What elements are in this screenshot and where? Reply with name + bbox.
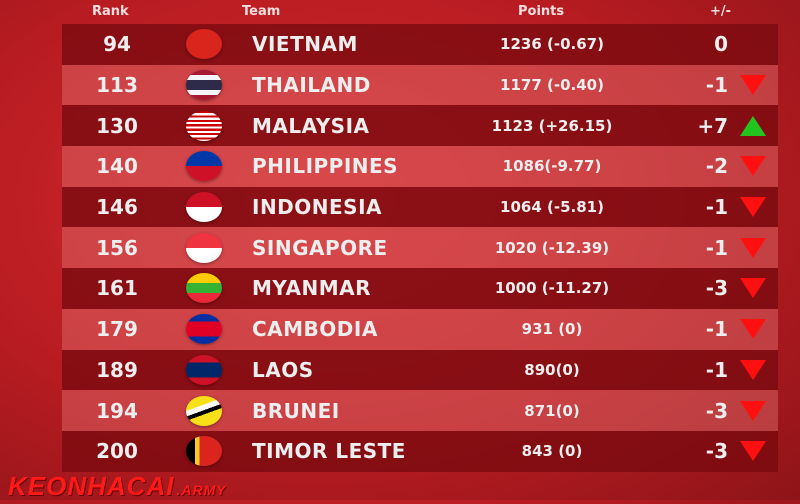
- cambodia-flag-icon: [186, 314, 222, 345]
- trend-up-icon: [740, 115, 766, 136]
- team-name: PHILIPPINES: [252, 154, 399, 179]
- malaysia-flag-icon: [186, 110, 222, 141]
- indonesia-flag-icon: [186, 192, 222, 223]
- points: 1000 (-11.27): [494, 279, 610, 298]
- table-row: 194 BRUNEI 871(0) -3: [62, 390, 778, 431]
- rank-change: -1: [705, 357, 728, 382]
- header-team: Team: [242, 4, 281, 19]
- table-row: 161 MYANMAR 1000 (-11.27) -3: [62, 268, 778, 309]
- rank: 130: [96, 113, 138, 138]
- trend-down-icon: [740, 441, 766, 462]
- team-name: MYANMAR: [252, 276, 371, 301]
- team-name: MALAYSIA: [252, 113, 370, 138]
- table-row: 94 VIETNAM 1236 (-0.67) 0: [62, 24, 778, 65]
- rank-change: -1: [705, 73, 728, 98]
- watermark-logo: KEONHACAI .ARMY: [8, 472, 227, 500]
- singapore-flag-icon: [186, 232, 222, 263]
- myanmar-flag-icon: [186, 273, 222, 304]
- timor-leste-flag-icon: [186, 436, 222, 467]
- rank: 146: [96, 195, 138, 220]
- rank: 189: [96, 357, 138, 382]
- trend-down-icon: [740, 278, 766, 299]
- rank: 156: [96, 235, 138, 260]
- rank-change: -2: [705, 154, 728, 179]
- rank: 200: [96, 439, 138, 464]
- trend-down-icon: [740, 319, 766, 340]
- logo-text: KEONHACAI: [8, 471, 175, 501]
- table-row: 156 SINGAPORE 1020 (-12.39) -1: [62, 227, 778, 269]
- points: 1064 (-5.81): [500, 198, 604, 217]
- rank-change: -3: [705, 439, 728, 464]
- rank: 161: [96, 276, 138, 301]
- trend-down-icon: [740, 359, 766, 380]
- points: 1020 (-12.39): [494, 238, 610, 257]
- team-name: LAOS: [252, 357, 314, 382]
- ranking-table: 94 VIETNAM 1236 (-0.67) 0 113 THAILAND 11…: [62, 24, 778, 472]
- team-name: CAMBODIA: [252, 317, 378, 342]
- laos-flag-icon: [186, 354, 222, 385]
- table-row: 140 PHILIPPINES 1086(-9.77) -2: [62, 146, 778, 187]
- points: 843 (0): [521, 442, 583, 461]
- team-name: THAILAND: [252, 73, 371, 98]
- table-row: 113 THAILAND 1177 (-0.40) -1: [62, 64, 778, 106]
- trend-down-icon: [740, 75, 766, 96]
- header-rank: Rank: [92, 4, 129, 19]
- rank-change: -3: [705, 398, 728, 423]
- rank-change: +7: [697, 113, 728, 138]
- thailand-flag-icon: [186, 70, 222, 101]
- table-row: 130 MALAYSIA 1123 (+26.15) +7: [62, 105, 778, 147]
- team-name: INDONESIA: [252, 195, 383, 220]
- philippines-flag-icon: [186, 151, 222, 182]
- rank: 94: [103, 32, 131, 57]
- points: 871(0): [524, 401, 580, 420]
- team-name: SINGAPORE: [252, 235, 388, 260]
- trend-down-icon: [740, 156, 766, 177]
- points: 1177 (-0.40): [500, 76, 604, 95]
- team-name: TIMOR LESTE: [252, 439, 406, 464]
- logo-suffix: .ARMY: [176, 482, 227, 498]
- rank-change: -1: [705, 235, 728, 260]
- rank-change: -3: [705, 276, 728, 301]
- team-name: BRUNEI: [252, 398, 340, 423]
- brunei-flag-icon: [186, 395, 222, 426]
- trend-down-icon: [740, 400, 766, 421]
- trend-down-icon: [740, 197, 766, 218]
- points: 931 (0): [521, 320, 583, 339]
- table-row: 200 TIMOR LESTE 843 (0) -3: [62, 430, 778, 472]
- table-row: 179 CAMBODIA 931 (0) -1: [62, 308, 778, 350]
- table-row: 189 LAOS 890(0) -1: [62, 349, 778, 391]
- points: 1236 (-0.67): [500, 35, 604, 54]
- team-name: VIETNAM: [252, 32, 358, 57]
- points: 890(0): [524, 360, 580, 379]
- points: 1086(-9.77): [502, 157, 602, 176]
- rank: 179: [96, 317, 138, 342]
- table-row: 146 INDONESIA 1064 (-5.81) -1: [62, 186, 778, 228]
- points: 1123 (+26.15): [491, 116, 613, 135]
- rank-change: -1: [705, 317, 728, 342]
- rank: 194: [96, 398, 138, 423]
- trend-down-icon: [740, 237, 766, 258]
- header-points: Points: [518, 4, 565, 19]
- rank-change: 0: [714, 32, 728, 57]
- rank: 140: [96, 154, 138, 179]
- vietnam-flag-icon: [186, 29, 222, 60]
- rank-change: -1: [705, 195, 728, 220]
- header-change: +/-: [710, 4, 732, 19]
- rank: 113: [96, 73, 138, 98]
